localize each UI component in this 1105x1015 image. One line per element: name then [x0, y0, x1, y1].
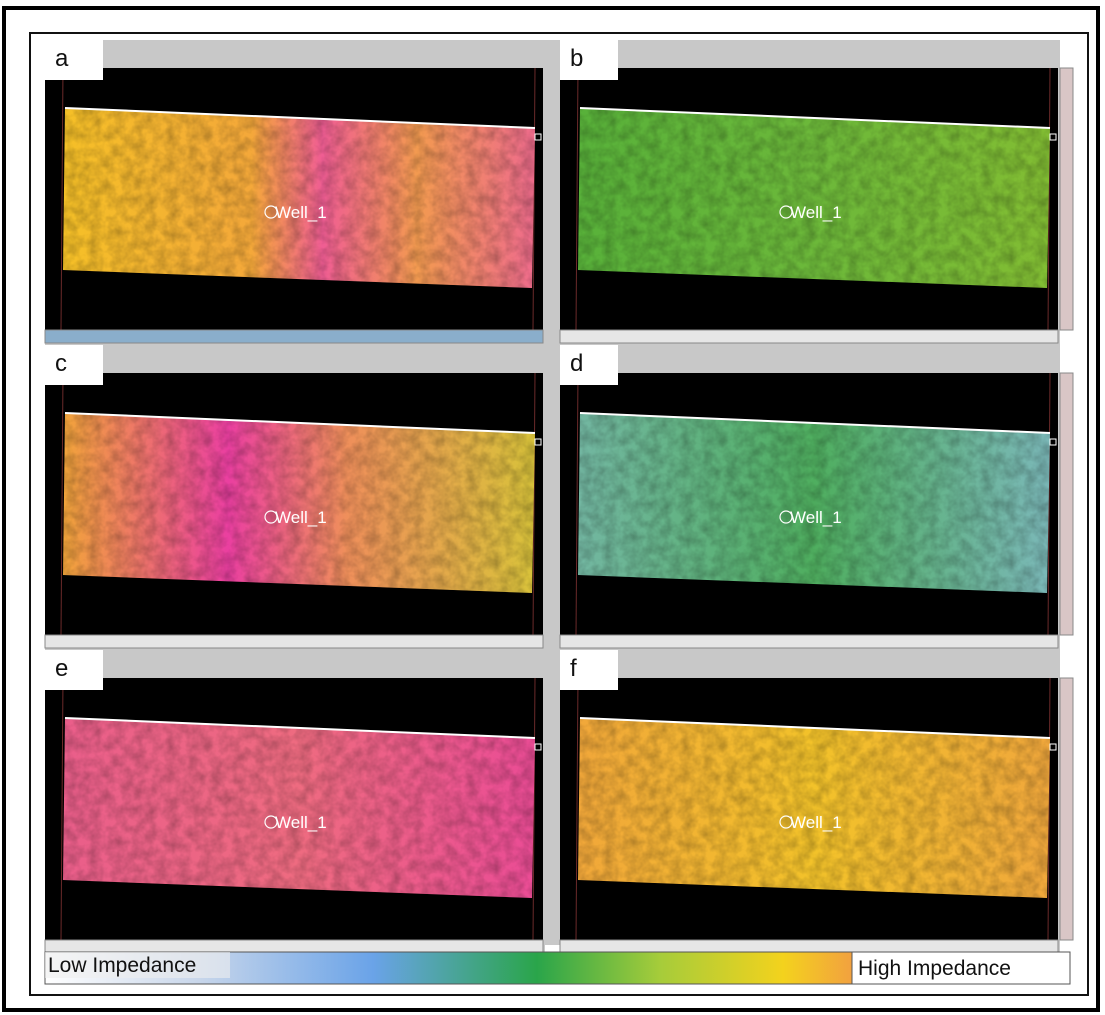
h-scrollbar: [44, 634, 544, 649]
label-box: [45, 345, 103, 385]
edge-marker: [1049, 133, 1057, 141]
edge-marker: [1049, 743, 1057, 751]
edge-line: [532, 677, 536, 941]
texture: [578, 413, 1050, 593]
well-marker: [264, 510, 278, 524]
edge-line: [532, 67, 536, 331]
v-scrollbar: [1059, 67, 1074, 331]
panel-label: f: [570, 655, 577, 682]
h-scrollbar: [559, 329, 1059, 344]
edge-line: [60, 372, 64, 636]
texture: [63, 413, 535, 593]
panel: Well_1 d: [559, 345, 1074, 650]
h-scrollbar: [559, 939, 1059, 954]
top-edge: [64, 412, 536, 434]
panel: Well_1 f: [559, 650, 1074, 955]
panel: Well_1 e: [44, 650, 545, 955]
edge-line: [532, 372, 536, 636]
top-edge: [64, 717, 536, 739]
well-label: Well_1: [790, 508, 842, 527]
texture: [63, 718, 535, 898]
divider: [545, 40, 560, 945]
top-edge: [579, 107, 1051, 129]
well-marker: [264, 815, 278, 829]
panel: Well_1 c: [44, 345, 545, 650]
top-edge: [64, 107, 536, 129]
well-label: Well_1: [275, 508, 327, 527]
edge-line: [575, 677, 579, 941]
panel: Well_1 b: [559, 40, 1074, 345]
h-scrollbar: [44, 939, 544, 954]
h-scrollbar: [559, 634, 1059, 649]
edge-marker: [534, 438, 542, 446]
texture: [578, 718, 1050, 898]
panel-label: c: [55, 350, 67, 377]
v-scrollbar: [1059, 372, 1074, 636]
label-box: [45, 650, 103, 690]
top-edge: [579, 412, 1051, 434]
high-label: High Impedance: [858, 957, 1011, 980]
texture: [63, 108, 535, 288]
label-box: [560, 40, 618, 80]
v-scrollbar: [1059, 677, 1074, 941]
panel-label: b: [570, 45, 583, 72]
edge-marker: [534, 133, 542, 141]
well-marker: [264, 205, 278, 219]
panel-label: a: [55, 45, 69, 72]
edge-line: [1047, 67, 1051, 331]
edge-line: [575, 372, 579, 636]
well-marker: [779, 510, 793, 524]
well-marker: [779, 815, 793, 829]
panel-label: d: [570, 350, 583, 377]
well-label: Well_1: [790, 203, 842, 222]
edge-marker: [1049, 438, 1057, 446]
label-box: [560, 650, 618, 690]
edge-line: [1047, 677, 1051, 941]
panel: Well_1 a: [44, 40, 545, 345]
well-marker: [779, 205, 793, 219]
label-box: [45, 40, 103, 80]
edge-line: [60, 677, 64, 941]
texture: [578, 108, 1050, 288]
edge-line: [1047, 372, 1051, 636]
edge-marker: [534, 743, 542, 751]
colorbar-high-box: [851, 951, 1071, 985]
colorbar: Low Impedance High Impedance: [44, 951, 1071, 985]
panels: Well_1aWell_1bWell_1cWell_1dWell_1eWell_…: [44, 40, 1074, 955]
well-label: Well_1: [275, 203, 327, 222]
panel-label: e: [55, 655, 68, 682]
edge-line: [60, 67, 64, 331]
edge-line: [575, 67, 579, 331]
label-box: [560, 345, 618, 385]
well-label: Well_1: [790, 813, 842, 832]
well-label: Well_1: [275, 813, 327, 832]
low-label: Low Impedance: [48, 954, 196, 977]
h-scrollbar: [44, 329, 544, 344]
top-edge: [579, 717, 1051, 739]
colorbar-low-box: [45, 952, 230, 978]
